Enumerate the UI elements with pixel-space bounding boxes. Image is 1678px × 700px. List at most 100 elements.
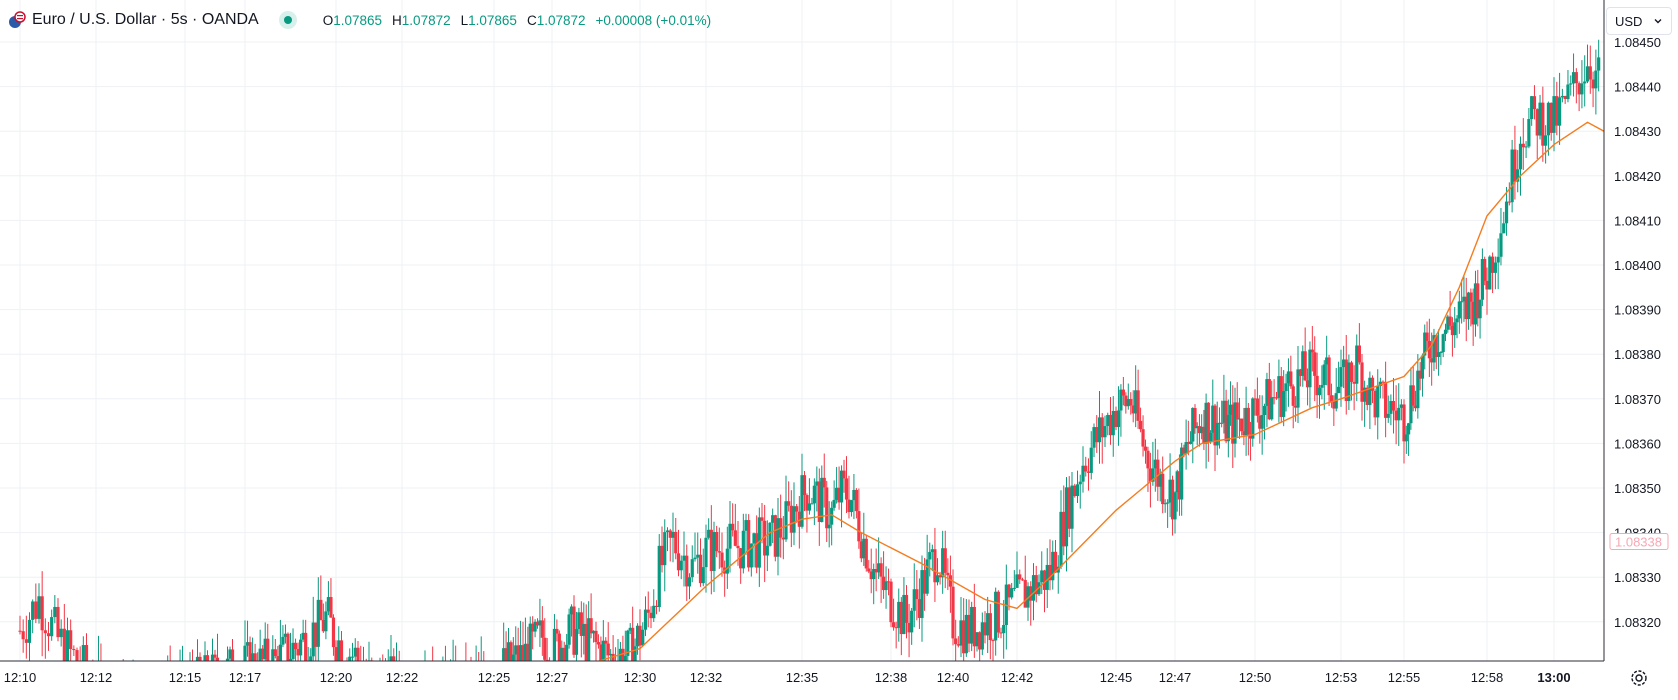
time-tick-label: 12:27	[536, 670, 569, 685]
candle-down	[1513, 150, 1516, 182]
gear-icon[interactable]	[1626, 665, 1652, 691]
candle-down	[1247, 408, 1250, 434]
candle-up	[1070, 486, 1073, 529]
candle-up	[1002, 625, 1005, 633]
candle-up	[1494, 263, 1497, 273]
candle-down	[892, 622, 895, 627]
candle-up	[850, 500, 853, 512]
candle-down	[1054, 552, 1057, 573]
candle-up	[658, 546, 661, 607]
time-tick-label: 13:00	[1537, 670, 1570, 685]
candle-up	[1499, 233, 1502, 256]
candle-down	[213, 655, 216, 658]
candle-up	[1059, 512, 1062, 567]
price-tick-label: 1.08440	[1614, 80, 1661, 95]
candle-down	[34, 601, 37, 618]
candle-up	[1251, 398, 1254, 438]
price-tick-label: 1.08390	[1614, 303, 1661, 318]
time-tick-label: 12:17	[229, 670, 262, 685]
candle-down	[857, 511, 860, 541]
candle-down	[597, 642, 600, 644]
candle-up	[810, 503, 813, 504]
candle-down	[1068, 487, 1071, 528]
candle-down	[638, 626, 641, 646]
high-value: 1.07872	[402, 13, 451, 28]
candle-down	[795, 506, 798, 511]
market-status-icon	[279, 11, 297, 29]
candle-up	[1547, 103, 1550, 136]
candle-down	[649, 613, 652, 618]
candle-up	[652, 606, 655, 618]
candle-up	[1076, 484, 1079, 496]
candle-up	[1015, 574, 1018, 588]
candle-down	[1141, 429, 1144, 446]
candle-down	[1589, 66, 1592, 79]
chart-header: Euro / U.S. Dollar · 5s · OANDA O1.07865…	[8, 8, 711, 32]
chevron-down-icon	[1653, 14, 1663, 29]
time-tick-label: 12:22	[386, 670, 419, 685]
candle-down	[915, 589, 918, 599]
candle-up	[53, 607, 56, 617]
candle-down	[720, 553, 723, 568]
euro-dollar-flag-icon	[8, 11, 26, 29]
candle-up	[928, 552, 931, 559]
candle-down	[715, 532, 718, 551]
candle-up	[1594, 71, 1597, 89]
candle-down	[823, 478, 826, 488]
candle-up	[833, 500, 836, 508]
price-tick-label: 1.08380	[1614, 347, 1661, 362]
currency-button[interactable]: USD	[1606, 7, 1672, 35]
candle-down	[1522, 144, 1525, 148]
candle-down	[1483, 259, 1486, 281]
candle-down	[1358, 346, 1361, 363]
candle-up	[281, 637, 284, 645]
candle-up	[60, 629, 63, 637]
candle-up	[1339, 367, 1342, 387]
candle-up	[1308, 350, 1311, 388]
time-tick-label: 12:50	[1239, 670, 1272, 685]
candle-down	[803, 475, 806, 495]
candle-up	[1090, 448, 1093, 473]
candle-up	[702, 567, 705, 583]
candle-down	[1304, 351, 1307, 380]
candle-up	[1586, 66, 1589, 81]
time-tick-label: 12:10	[4, 670, 37, 685]
candle-down	[1491, 257, 1494, 273]
candle-up	[1552, 96, 1555, 133]
candle-up	[1337, 387, 1340, 393]
candle-up	[1209, 433, 1212, 442]
candle-down	[760, 517, 763, 520]
candle-up	[663, 532, 666, 565]
candle-up	[1511, 150, 1514, 203]
candle-down	[356, 648, 359, 663]
candle-down	[1327, 357, 1330, 395]
time-tick-label: 12:58	[1471, 670, 1504, 685]
candle-up	[1524, 146, 1527, 147]
candle-up	[691, 559, 694, 577]
candle-up	[1032, 575, 1035, 601]
close-value: 1.07872	[537, 13, 586, 28]
price-tick-label: 1.08370	[1614, 392, 1661, 407]
candle-up	[1046, 565, 1049, 590]
candle-up	[1405, 434, 1408, 441]
candle-up	[1502, 223, 1505, 233]
candle-up	[1442, 334, 1445, 352]
candle-down	[1564, 96, 1567, 99]
time-tick-label: 12:38	[875, 670, 908, 685]
time-tick-label: 12:35	[786, 670, 819, 685]
candle-down	[1485, 281, 1488, 290]
candle-up	[693, 558, 696, 560]
candle-up	[1270, 397, 1273, 419]
candle-up	[641, 630, 644, 646]
candle-down	[1536, 109, 1539, 135]
candle-down	[1220, 423, 1223, 424]
candle-up	[324, 611, 327, 631]
candle-down	[41, 596, 44, 630]
price-tick-label: 1.08420	[1614, 169, 1661, 184]
symbol-title[interactable]: Euro / U.S. Dollar · 5s · OANDA	[32, 11, 259, 29]
candle-down	[1313, 352, 1316, 376]
low-value: 1.07865	[468, 13, 517, 28]
candle-up	[1081, 466, 1084, 482]
candle-up	[568, 614, 571, 644]
